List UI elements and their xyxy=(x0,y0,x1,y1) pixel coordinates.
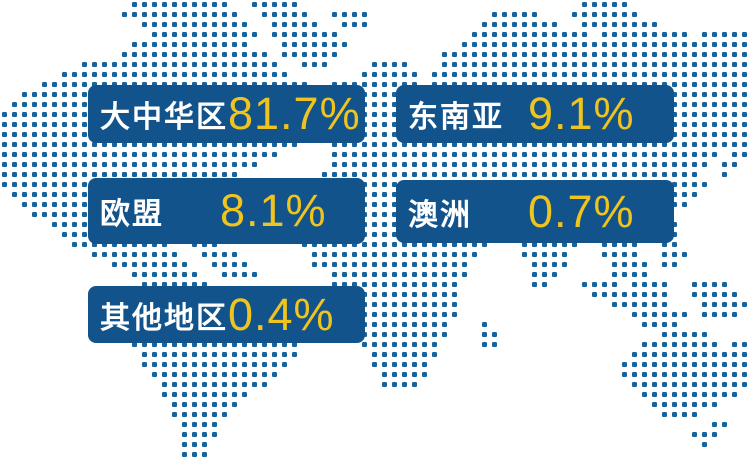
region-card-southeast-asia: 东南亚 9.1% xyxy=(396,85,674,143)
region-percentage: 0.4% xyxy=(228,288,335,340)
region-percentage: 0.7% xyxy=(528,185,635,237)
region-label: 欧盟 xyxy=(100,198,164,231)
region-label: 澳洲 xyxy=(408,198,472,232)
region-label: 大中华区 xyxy=(100,101,228,134)
region-card-eu: 欧盟 8.1% xyxy=(88,178,365,244)
region-label: 其他地区 xyxy=(100,301,228,335)
region-card-greater-china: 大中华区 81.7% xyxy=(88,85,365,143)
region-percentage: 8.1% xyxy=(220,185,327,236)
region-percentage: 81.7% xyxy=(228,88,361,139)
region-label: 东南亚 xyxy=(408,101,504,134)
region-percentage: 9.1% xyxy=(528,88,635,139)
region-card-other: 其他地区 0.4% xyxy=(88,286,365,343)
region-card-australia: 澳洲 0.7% xyxy=(396,180,674,243)
